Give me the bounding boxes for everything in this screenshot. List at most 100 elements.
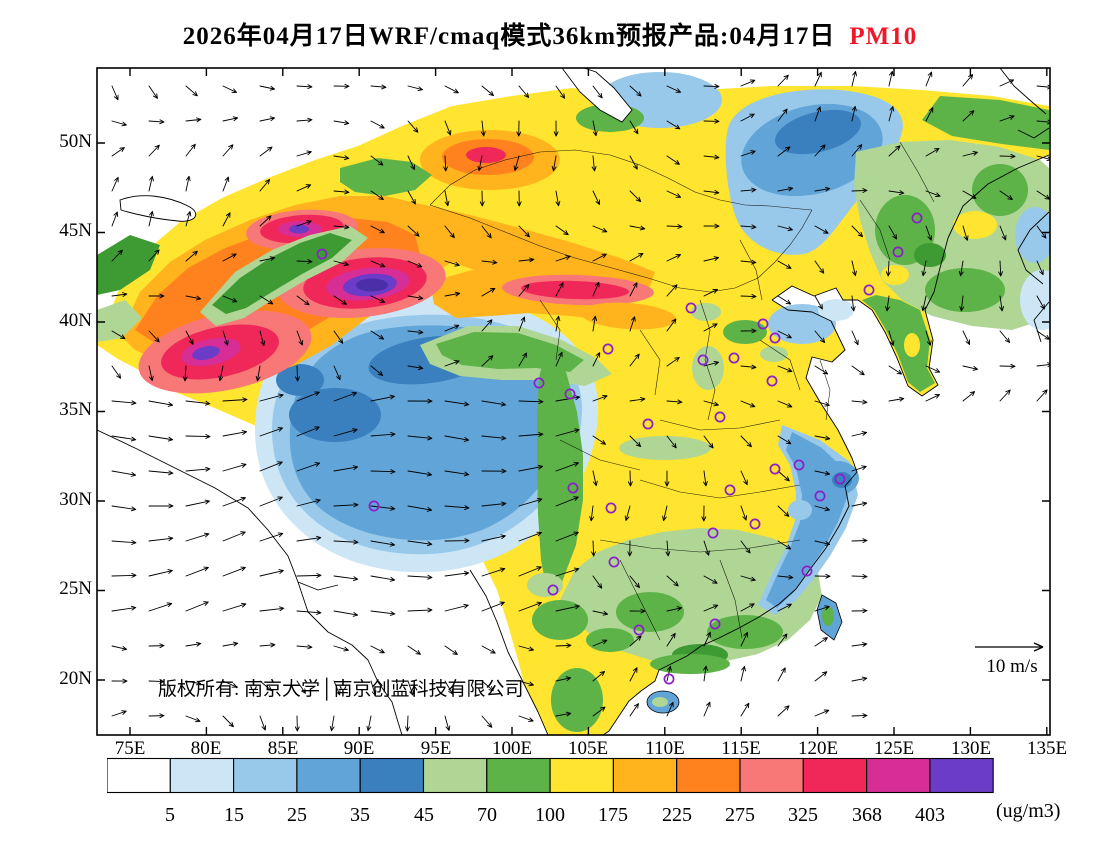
contour-blob [521,280,629,300]
contour-blob [925,268,1005,312]
colorbar-cell [866,757,931,794]
station-marker [707,527,719,539]
lat-label: 40N [59,310,92,331]
colorbar-cell [233,757,298,794]
contour-blob [822,606,834,626]
contour-blob [723,320,767,344]
station-marker [605,502,617,514]
lon-label: 95E [420,738,452,759]
station-marker [709,618,721,630]
station-markers-layer [316,212,923,685]
wind-scale-label: 10 m/s [986,656,1038,677]
colorbar-cell [739,757,804,794]
colorbar-cell [612,757,678,794]
station-marker [911,212,923,224]
contour-blob [616,592,684,632]
wind-scale-arrow [975,642,1044,652]
colorbar-tick-label: 35 [350,804,370,826]
contour-blob [922,96,1049,150]
station-marker [757,318,769,330]
station-marker [697,354,709,366]
colorbar-cell [296,757,361,794]
station-marker [728,352,740,364]
contour-blob [691,303,721,321]
northeast-coastline [999,68,1050,139]
lat-label: 25N [59,578,92,599]
colorbar: 5 15 25 35 45 70 100 175 225 275 325 368… [107,757,994,826]
contour-blob [97,235,160,295]
contour-blob [289,224,309,234]
station-marker [608,556,620,568]
station-marker [769,332,781,344]
contour-blob [862,295,935,392]
station-marker [793,459,805,471]
lon-label: 90E [343,738,375,759]
lon-label: 125E [873,738,915,759]
lon-label: 130E [950,738,992,759]
mongolia-border [429,149,813,293]
contour-blob [466,147,506,163]
colorbar-cell [676,757,741,794]
lat-label: 45N [59,220,92,241]
colorbar-tick-label: 403 [915,804,945,826]
station-marker [564,388,576,400]
colorbar-tick-label: 70 [477,804,497,826]
colorbar-tick-label: 225 [662,804,692,826]
colorbar-tick-label: 368 [852,804,882,826]
colorbar-cell [169,757,235,794]
colorbar-tick-label: 15 [224,804,244,826]
contour-blob [586,628,634,652]
pollutant-label: PM10 [849,23,918,50]
contour-blob [760,346,788,362]
station-marker [724,484,736,496]
colorbar-tick-label: 45 [414,804,434,826]
myanmar-coastline [469,569,549,735]
colorbar-cell [486,757,551,794]
station-marker [642,418,654,430]
contour-blob [580,302,676,330]
contour-blob [192,346,220,360]
colorbar-cell [422,757,488,794]
contour-blob [788,500,812,520]
contour-blob [650,654,730,674]
contour-blob [881,265,909,285]
contour-blob [904,333,920,357]
contour-blob [775,109,861,155]
contour-blob [97,362,535,735]
station-marker [663,673,675,685]
station-marker [863,284,875,296]
pm10-contour-field [97,72,1050,735]
colorbar-tick-label: 5 [165,804,175,826]
coastlines [97,68,1050,735]
colorbar-cell [107,757,171,794]
contour-blob [768,304,836,344]
lon-label: 135E [1026,738,1068,759]
lon-label: 105E [567,738,609,759]
station-marker [769,463,781,475]
station-marker [547,584,559,596]
contour-blob [340,158,432,196]
province-borders [539,141,935,641]
lon-label: 120E [797,738,839,759]
colorbar-unit-label: (ug/m3) [996,800,1061,822]
map-frame [96,67,1051,736]
contour-blob [972,164,1028,216]
station-marker [834,473,846,485]
lat-label: 20N [59,668,92,689]
station-marker [814,490,826,502]
colorbar-cell [802,757,868,794]
contour-blob [527,573,563,597]
colorbar-cell [359,757,425,794]
contour-blob [953,211,997,239]
page-title: 2026年04月17日WRF/cmaq模式36km预报产品:04月17日 PM10 [0,16,1100,52]
colorbar-cell [929,757,994,794]
colorbar-tick-label: 275 [725,804,755,826]
colorbar-cell [549,757,614,794]
india-coastline [97,429,403,735]
contour-blob [652,697,668,707]
colorbar-tick-label: 325 [788,804,818,826]
station-marker [714,411,726,423]
contour-blob [276,364,324,396]
lon-label: 85E [267,738,299,759]
